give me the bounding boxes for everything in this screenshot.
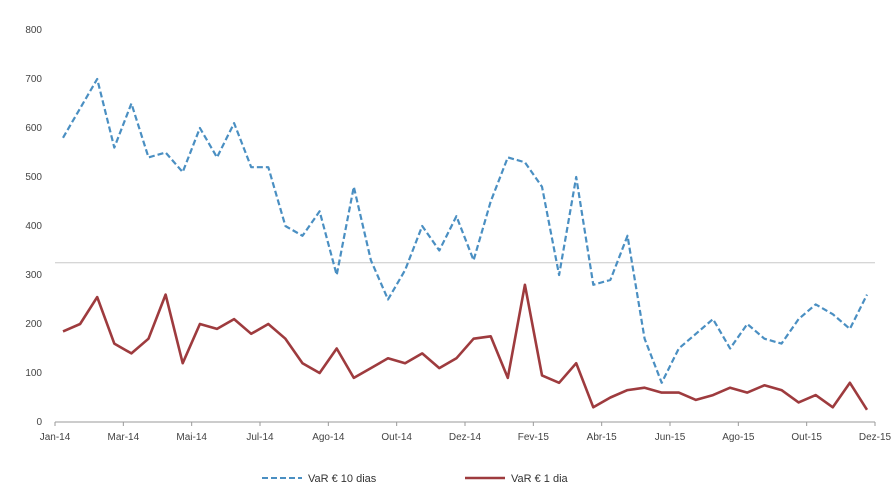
x-tick-label: Out-15 <box>791 432 822 443</box>
legend: VaR € 10 dias VaR € 1 dia <box>262 473 569 485</box>
y-tick-label: 600 <box>25 123 42 134</box>
x-tick-label: Ago-14 <box>312 432 345 443</box>
x-tick-label: Mai-14 <box>176 432 207 443</box>
x-tick-label: Out-14 <box>381 432 412 443</box>
series-line-var-10-dias <box>62 77 868 384</box>
x-tick-label: Jun-15 <box>655 432 686 443</box>
y-tick-label: 500 <box>25 172 42 183</box>
legend-label-var-1-dia: VaR € 1 dia <box>511 473 569 485</box>
y-tick-label: 100 <box>25 368 42 379</box>
x-tick-label: Ago-15 <box>722 432 755 443</box>
series-line-var-1-dia <box>62 283 869 411</box>
x-tick-label: Mar-14 <box>107 432 139 443</box>
y-tick-label: 0 <box>36 417 42 428</box>
x-tick-label: Abr-15 <box>587 432 617 443</box>
y-tick-label: 800 <box>25 25 42 36</box>
x-tick-label: Fev-15 <box>518 432 550 443</box>
y-tick-label: 200 <box>25 319 42 330</box>
y-tick-label: 700 <box>25 74 42 85</box>
y-tick-label: 400 <box>25 221 42 232</box>
y-axis: 0 100 200 300 400 500 600 700 800 <box>25 25 42 428</box>
x-tick-label: Dez-14 <box>449 432 482 443</box>
y-tick-label: 300 <box>25 270 42 281</box>
x-tick-label: Jan-14 <box>40 432 71 443</box>
series-layer <box>62 77 869 411</box>
x-axis: Jan-14 Mar-14 Mai-14 Jul-14 Ago-14 Out-14 Dez-… <box>40 421 892 443</box>
legend-label-var-10-dias: VaR € 10 dias <box>308 473 377 485</box>
x-tick-label: Jul-14 <box>246 432 274 443</box>
x-tick-label: Dez-15 <box>859 432 892 443</box>
